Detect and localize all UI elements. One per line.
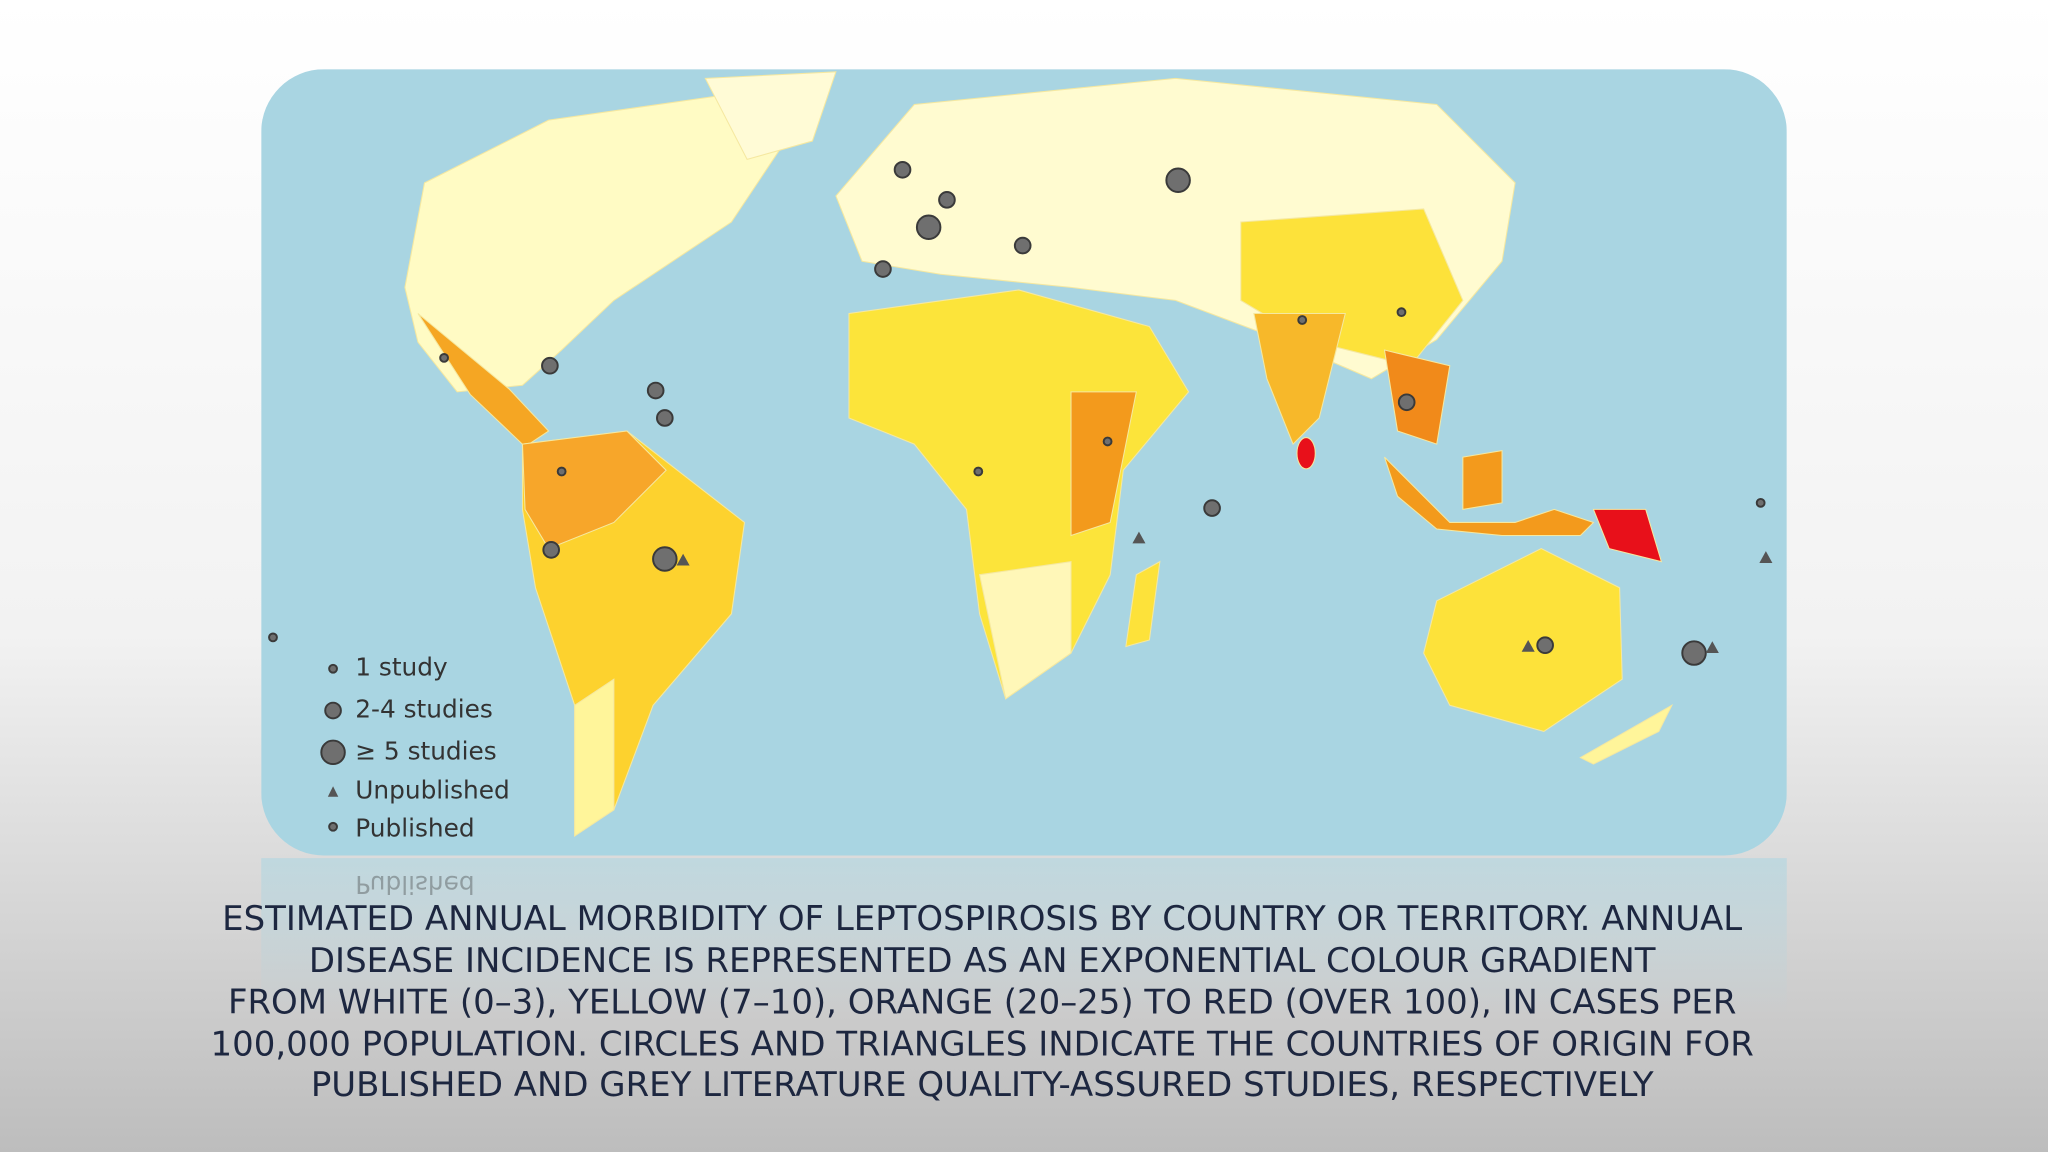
legend-label: ≥ 5 studies bbox=[355, 736, 496, 765]
marker bbox=[973, 466, 984, 477]
legend-symbol bbox=[328, 821, 338, 832]
marker bbox=[1397, 393, 1416, 412]
marker bbox=[268, 632, 278, 643]
marker bbox=[1102, 436, 1113, 447]
marker bbox=[938, 191, 956, 209]
marker bbox=[655, 409, 674, 427]
marker bbox=[1681, 640, 1707, 666]
map: 1 study 2-4 studies ≥ 5 studies Unpublis… bbox=[261, 69, 1787, 856]
caption-line: FROM WHITE (0–3), YELLOW (7–10), ORANGE … bbox=[228, 983, 1736, 1023]
marker bbox=[652, 546, 678, 572]
marker bbox=[1536, 636, 1554, 655]
marker bbox=[646, 381, 665, 400]
caption-line: PUBLISHED AND GREY LITERATURE QUALITY-AS… bbox=[311, 1065, 1654, 1105]
marker bbox=[1013, 236, 1032, 255]
marker bbox=[1755, 497, 1766, 508]
caption-line: 100,000 POPULATION. CIRCLES AND TRIANGLE… bbox=[211, 1024, 1754, 1064]
marker bbox=[915, 214, 942, 240]
triangle-marker bbox=[676, 553, 690, 566]
legend-symbol bbox=[324, 701, 342, 720]
caption-line: DISEASE INCIDENCE IS REPRESENTED AS AN E… bbox=[309, 941, 1656, 981]
marker bbox=[1396, 307, 1407, 318]
legend-label: Unpublished bbox=[355, 776, 509, 805]
marker bbox=[541, 356, 559, 375]
marker bbox=[874, 260, 892, 278]
land bbox=[404, 71, 1674, 837]
legend-label: 2-4 studies bbox=[355, 695, 493, 724]
marker bbox=[542, 541, 560, 559]
caption: ESTIMATED ANNUAL MORBIDITY OF LEPTOSPIRO… bbox=[211, 899, 1754, 1105]
marker bbox=[1165, 167, 1191, 193]
triangle-marker bbox=[1759, 551, 1773, 563]
legend-label: Published bbox=[355, 813, 474, 842]
marker bbox=[1203, 499, 1221, 517]
study-markers bbox=[268, 160, 1773, 666]
triangle-marker bbox=[1521, 640, 1535, 652]
legend-reflection: Published bbox=[355, 870, 474, 899]
legend-symbol bbox=[320, 739, 346, 766]
marker bbox=[1297, 315, 1308, 325]
legend: 1 study 2-4 studies ≥ 5 studies Unpublis… bbox=[320, 653, 510, 842]
marker bbox=[893, 160, 912, 179]
marker bbox=[439, 352, 449, 363]
triangle-marker bbox=[1132, 531, 1146, 544]
triangle-marker bbox=[1705, 641, 1719, 654]
caption-line: ESTIMATED ANNUAL MORBIDITY OF LEPTOSPIRO… bbox=[222, 899, 1742, 939]
map-reflection bbox=[261, 858, 1787, 1015]
legend-label: 1 study bbox=[355, 653, 447, 682]
marker bbox=[556, 466, 567, 477]
legend-symbol bbox=[328, 663, 338, 674]
legend-symbol bbox=[327, 786, 339, 797]
